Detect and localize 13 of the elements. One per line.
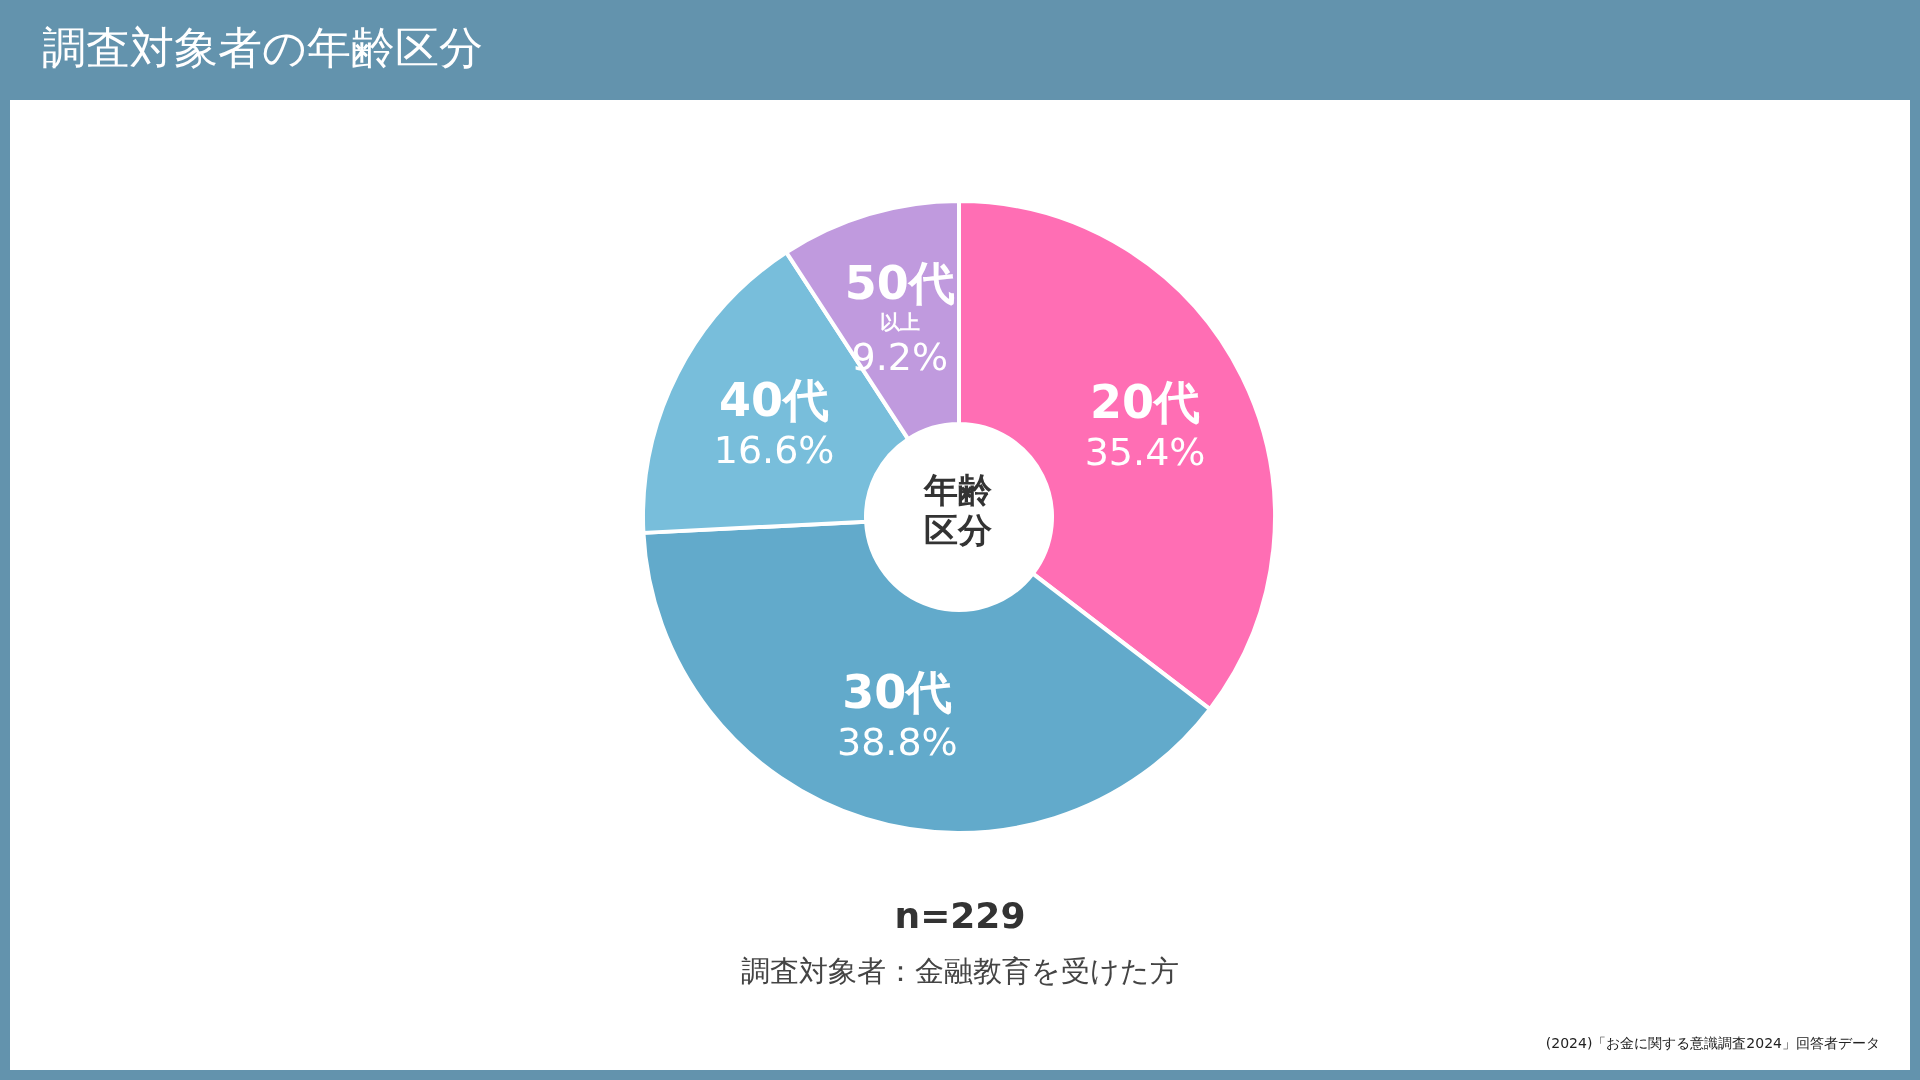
- text: 調査対象者：金融教育を受けた方: [740, 953, 1180, 990]
- text: 調査対象者の年齢区分: [42, 21, 483, 75]
- text: n=229: [893, 895, 1027, 936]
- slice-label: 30代: [842, 665, 953, 720]
- slice-label: 20代: [1090, 375, 1201, 430]
- data-label: 16.6%: [713, 427, 835, 472]
- slice-label: 40代: [719, 372, 830, 427]
- data-label: 35.4%: [1084, 430, 1206, 475]
- text: (2024)「お金に関する意識調査2024」回答者データ: [1545, 1035, 1880, 1053]
- text: 年齢区分: [923, 470, 992, 550]
- slice-label: 50代以上: [844, 256, 955, 335]
- data-label: 38.8%: [837, 720, 958, 765]
- data-label: 9.2%: [851, 335, 949, 380]
